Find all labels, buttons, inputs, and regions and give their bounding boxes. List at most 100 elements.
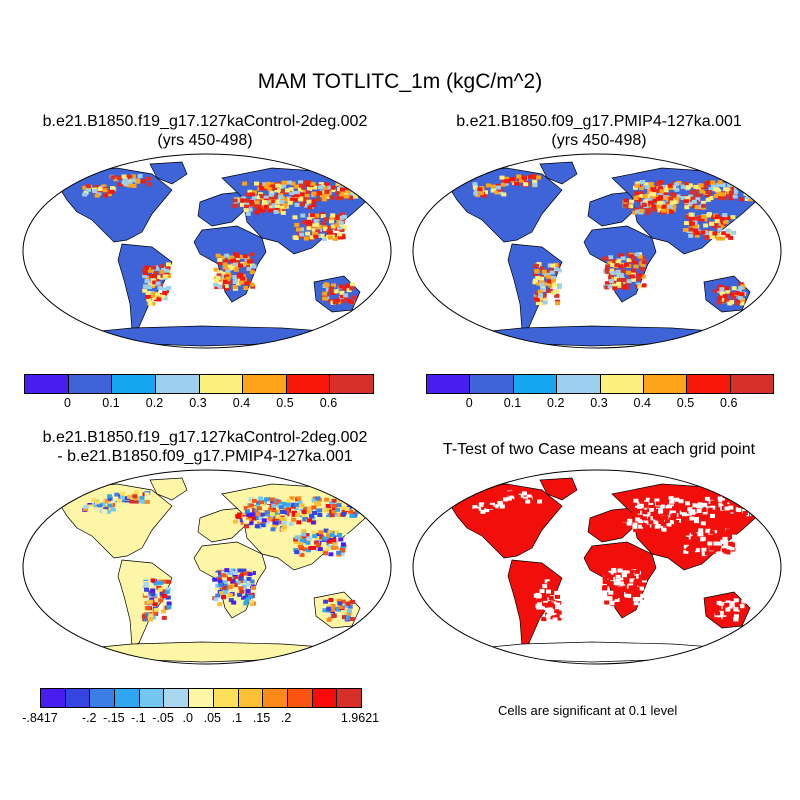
- grid-cell: [226, 267, 232, 271]
- grid-cell: [249, 252, 255, 257]
- grid-cell: [709, 221, 715, 226]
- grid-cell: [700, 230, 706, 235]
- grid-cell: [215, 253, 221, 258]
- grid-cell: [249, 270, 255, 275]
- grid-cell: [632, 260, 638, 265]
- grid-cell: [271, 524, 277, 529]
- grid-cell: [314, 547, 320, 552]
- grid-cell: [342, 615, 347, 620]
- grid-cell: [247, 572, 253, 577]
- grid-cell: [725, 289, 731, 294]
- colorbar-tick-label: 0.5: [676, 396, 695, 410]
- grid-cell: [299, 232, 305, 237]
- grid-cell: [307, 186, 312, 191]
- grid-cell: [701, 508, 707, 513]
- grid-cell: [92, 189, 98, 193]
- grid-cell: [267, 504, 273, 508]
- grid-cell: [82, 192, 88, 197]
- grid-cell: [330, 213, 336, 218]
- grid-cell: [311, 191, 317, 196]
- grid-cell: [539, 280, 545, 285]
- grid-cell: [330, 188, 336, 193]
- grid-cell: [728, 196, 734, 201]
- grid-cell: [666, 522, 672, 527]
- grid-cell: [220, 271, 226, 276]
- grid-cell: [152, 602, 158, 607]
- grid-cell: [245, 582, 251, 587]
- grid-cell: [224, 286, 230, 291]
- grid-cell: [685, 185, 691, 190]
- grid-cell: [716, 600, 722, 605]
- grid-cell: [280, 510, 286, 514]
- grid-cell: [256, 516, 261, 521]
- grid-cell: [639, 514, 645, 518]
- grid-cell: [625, 589, 631, 594]
- grid-cell: [628, 585, 634, 590]
- grid-cell: [609, 268, 615, 273]
- grid-cell: [165, 595, 171, 600]
- grid-cell: [157, 587, 163, 592]
- continent-greenland: [539, 161, 578, 185]
- grid-cell: [714, 552, 720, 556]
- grid-cell: [358, 189, 363, 193]
- grid-cell: [629, 274, 635, 279]
- colorbar-swatch: [238, 689, 264, 707]
- colorbar-tick-label: 0.6: [319, 396, 338, 410]
- colorbar-swatch: [557, 375, 601, 393]
- grid-cell: [222, 262, 228, 267]
- grid-cell: [341, 214, 347, 219]
- grid-cell: [352, 180, 358, 185]
- grid-cell: [700, 510, 706, 515]
- grid-cell: [232, 280, 238, 284]
- grid-cell: [352, 497, 358, 502]
- grid-cell: [159, 591, 165, 596]
- colorbar-swatch: [164, 689, 190, 707]
- grid-cell: [710, 180, 716, 185]
- grid-cell: [745, 189, 751, 194]
- grid-cell: [215, 583, 221, 588]
- grid-cell: [674, 196, 680, 201]
- grid-cell: [713, 606, 719, 611]
- grid-cell: [640, 593, 646, 598]
- grid-cell: [215, 275, 221, 280]
- grid-cell: [514, 499, 520, 504]
- grid-cell: [346, 288, 352, 293]
- grid-cell: [725, 607, 731, 612]
- grid-cell: [162, 291, 168, 295]
- grid-cell: [145, 612, 150, 617]
- grid-cell: [646, 527, 652, 532]
- grid-cell: [319, 193, 325, 198]
- grid-cell: [528, 174, 534, 179]
- colorbar-tick-label: -.15: [103, 711, 125, 725]
- grid-cell: [164, 589, 170, 594]
- grid-cell: [311, 531, 317, 535]
- grid-cell: [221, 576, 227, 581]
- grid-cell: [632, 210, 638, 215]
- colorbar-tick-label: .05: [203, 711, 221, 725]
- grid-cell: [641, 516, 647, 521]
- grid-cell: [713, 546, 718, 551]
- grid-cell: [651, 192, 657, 197]
- grid-cell: [336, 598, 342, 603]
- grid-cell: [694, 231, 700, 235]
- continent-australia: [313, 275, 361, 313]
- grid-cell: [671, 185, 676, 190]
- grid-cell: [109, 189, 115, 194]
- grid-cell: [223, 259, 229, 263]
- grid-cell: [325, 609, 331, 614]
- grid-cell: [481, 500, 487, 505]
- grid-cell: [247, 259, 253, 264]
- grid-cell: [555, 594, 560, 599]
- grid-cell: [331, 510, 337, 515]
- grid-cell: [615, 269, 621, 274]
- grid-cell: [290, 181, 296, 186]
- grid-cell: [295, 191, 301, 195]
- grid-cell: [698, 528, 704, 533]
- grid-cell: [694, 233, 700, 238]
- grid-cell: [352, 513, 358, 518]
- grid-cell: [642, 572, 647, 577]
- grid-cell: [238, 576, 244, 581]
- grid-cell: [497, 187, 503, 192]
- grid-cell: [311, 228, 317, 233]
- grid-cell: [552, 283, 557, 288]
